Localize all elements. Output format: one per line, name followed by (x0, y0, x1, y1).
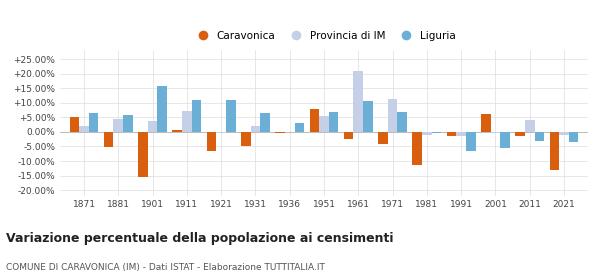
Bar (344, 132, 353, 139)
Bar (113, 119, 123, 132)
Bar (500, 132, 510, 148)
Bar (447, 132, 457, 136)
Bar (138, 132, 148, 177)
Bar (123, 115, 133, 132)
Bar (79, 126, 89, 132)
Bar (157, 86, 167, 132)
Bar (148, 121, 157, 132)
Legend: Caravonica, Provincia di IM, Liguria: Caravonica, Provincia di IM, Liguria (188, 27, 460, 45)
Bar (397, 112, 407, 132)
Bar (104, 132, 113, 147)
Bar (260, 113, 270, 132)
Bar (422, 132, 431, 135)
Bar (329, 112, 338, 132)
Bar (172, 130, 182, 132)
Text: Variazione percentuale della popolazione ai censimenti: Variazione percentuale della popolazione… (6, 232, 394, 245)
Bar (378, 132, 388, 144)
Bar (251, 125, 260, 132)
Bar (525, 120, 535, 132)
Bar (515, 132, 525, 136)
Bar (182, 111, 191, 132)
Text: COMUNE DI CARAVONICA (IM) - Dati ISTAT - Elaborazione TUTTITALIA.IT: COMUNE DI CARAVONICA (IM) - Dati ISTAT -… (6, 263, 325, 272)
Bar (481, 114, 491, 132)
Bar (466, 132, 476, 151)
Bar (310, 109, 319, 132)
Bar (241, 132, 251, 146)
Bar (550, 132, 559, 170)
Bar (388, 99, 397, 132)
Bar (535, 132, 544, 141)
Bar (191, 100, 201, 132)
Bar (569, 132, 578, 142)
Bar (491, 132, 500, 133)
Bar (207, 132, 217, 151)
Bar (353, 71, 363, 132)
Bar (319, 116, 329, 132)
Bar (70, 117, 79, 132)
Bar (363, 101, 373, 132)
Bar (457, 132, 466, 136)
Bar (226, 101, 236, 132)
Bar (412, 132, 422, 165)
Bar (217, 132, 226, 133)
Bar (431, 132, 441, 133)
Bar (89, 113, 98, 132)
Bar (275, 132, 285, 133)
Bar (559, 132, 569, 135)
Bar (295, 123, 304, 132)
